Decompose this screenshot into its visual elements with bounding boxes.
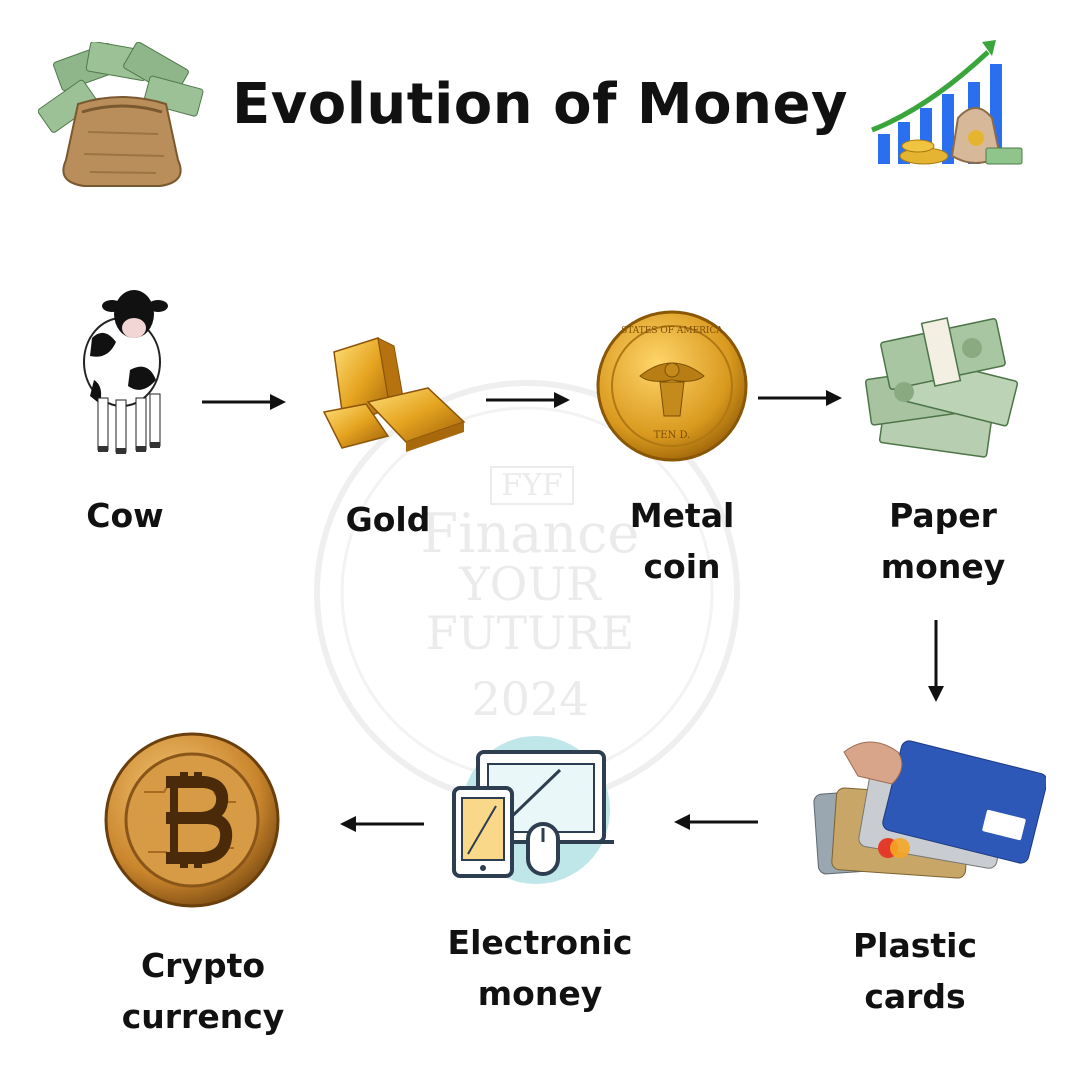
watermark-line3: FUTURE bbox=[425, 606, 635, 660]
banknotes-icon bbox=[864, 317, 1019, 458]
stage-label-electronic-money: Electronic money bbox=[447, 923, 633, 1013]
arrow-cards-to-electronic bbox=[674, 814, 758, 830]
stage-label-metal-coin: Metal coin bbox=[629, 496, 735, 586]
stage-label-plastic-cards: Plastic cards bbox=[852, 926, 978, 1016]
credit-cards-icon bbox=[813, 740, 1046, 879]
stage-label-cow: Cow bbox=[86, 496, 164, 535]
arrow-paper-to-cards bbox=[928, 620, 944, 702]
watermark-logo: FYF bbox=[490, 466, 574, 505]
stage-label-crypto-currency: Crypto currency bbox=[121, 946, 285, 1036]
watermark-year: 2024 bbox=[471, 672, 589, 726]
gold-coin-icon bbox=[596, 310, 748, 462]
arrow-electronic-to-crypto bbox=[340, 816, 424, 832]
coin-text-top: STATES OF AMERICA bbox=[621, 326, 723, 336]
coin-text-bottom: TEN D. bbox=[653, 430, 691, 441]
growth-chart-icon bbox=[871, 40, 1023, 165]
cow-icon bbox=[83, 290, 168, 454]
stage-label-paper-money: Paper money bbox=[880, 496, 1006, 586]
bitcoin-icon bbox=[104, 732, 280, 908]
watermark-line2: YOUR bbox=[459, 557, 601, 611]
money-bag-icon bbox=[38, 42, 204, 187]
arrow-gold-to-coin bbox=[486, 392, 570, 408]
watermark-line1: Finance bbox=[420, 502, 640, 565]
arrow-coin-to-paper bbox=[758, 390, 842, 406]
gold-bars-icon bbox=[322, 337, 466, 452]
stage-label-gold: Gold bbox=[345, 500, 431, 539]
devices-icon bbox=[452, 736, 614, 884]
page-title: Evolution of Money bbox=[232, 72, 848, 137]
arrow-cow-to-gold bbox=[202, 394, 286, 410]
